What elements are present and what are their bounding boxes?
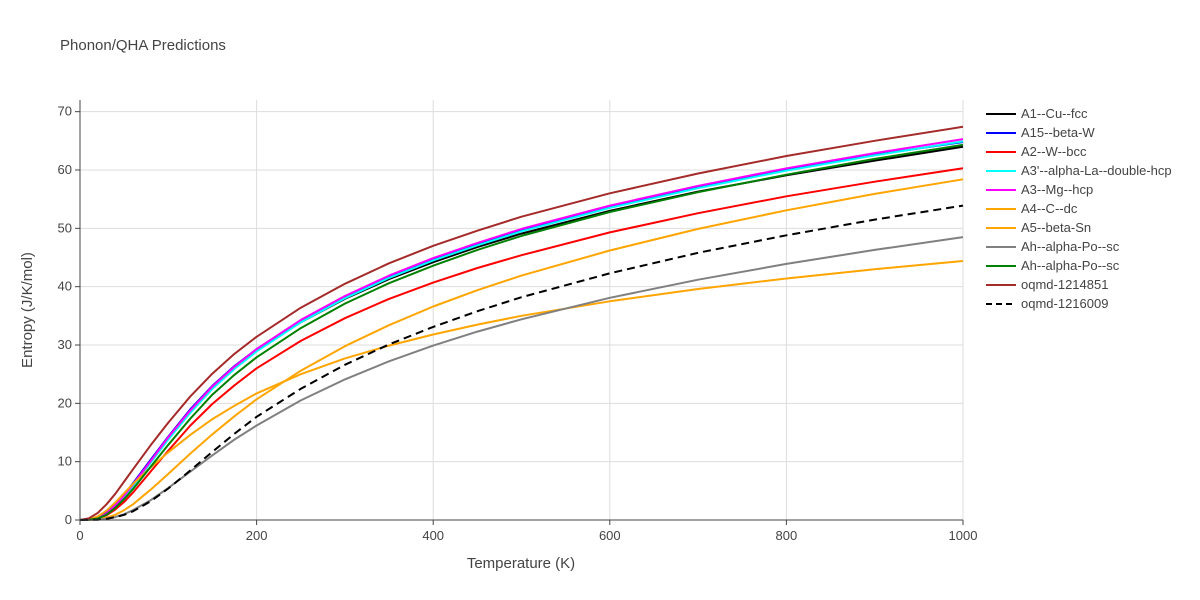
y-axis-ticks: 0 10 20 30 40 50 60 70 xyxy=(58,104,80,527)
y-tick-label: 10 xyxy=(58,454,72,469)
series-line-9[interactable] xyxy=(79,125,964,521)
y-tick-label: 0 xyxy=(65,512,72,527)
series-layer xyxy=(79,125,964,521)
y-tick-label: 60 xyxy=(58,162,72,177)
legend-label: oqmd-1214851 xyxy=(1021,277,1108,292)
x-tick-label: 400 xyxy=(422,528,444,543)
legend-item[interactable]: Ah--alpha-Po--sc xyxy=(986,258,1120,273)
x-axis-ticks: 0 200 400 600 800 1000 xyxy=(76,520,977,543)
y-axis-title: Entropy (J/K/mol) xyxy=(19,252,36,368)
x-tick-label: 0 xyxy=(76,528,83,543)
y-tick-label: 40 xyxy=(58,279,72,294)
series-line-10[interactable] xyxy=(79,204,964,521)
x-tick-label: 800 xyxy=(776,528,798,543)
legend-item[interactable]: A4--C--dc xyxy=(986,201,1078,216)
legend-label: A4--C--dc xyxy=(1021,201,1078,216)
legend-label: Ah--alpha-Po--sc xyxy=(1021,258,1120,273)
gridlines xyxy=(80,100,964,520)
legend-label: A1--Cu--fcc xyxy=(1021,106,1088,121)
legend-item[interactable]: A1--Cu--fcc xyxy=(986,106,1088,121)
legend-item[interactable]: oqmd-1216009 xyxy=(986,296,1108,311)
legend-label: A15--beta-W xyxy=(1021,125,1095,140)
series-line-5[interactable] xyxy=(79,178,964,521)
legend[interactable]: A1--Cu--fcc A15--beta-W A2--W--bcc A3'--alp… xyxy=(986,106,1172,311)
legend-label: A2--W--bcc xyxy=(1021,144,1087,159)
y-tick-label: 70 xyxy=(58,104,72,119)
series-line-3[interactable] xyxy=(79,140,964,521)
y-tick-label: 20 xyxy=(58,395,72,410)
x-tick-label: 200 xyxy=(246,528,268,543)
legend-item[interactable]: oqmd-1214851 xyxy=(986,277,1108,292)
series-line-8[interactable] xyxy=(79,143,964,521)
legend-label: A3--Mg--hcp xyxy=(1021,182,1093,197)
x-tick-label: 1000 xyxy=(949,528,978,543)
series-line-2[interactable] xyxy=(79,167,964,521)
series-line-4[interactable] xyxy=(79,138,964,521)
x-tick-label: 600 xyxy=(599,528,621,543)
legend-label: oqmd-1216009 xyxy=(1021,296,1108,311)
series-line-6[interactable] xyxy=(79,260,964,521)
chart-title: Phonon/QHA Predictions xyxy=(60,37,226,54)
y-tick-label: 30 xyxy=(58,337,72,352)
legend-label: Ah--alpha-Po--sc xyxy=(1021,239,1120,254)
x-axis-title: Temperature (K) xyxy=(467,555,575,572)
legend-item[interactable]: A2--W--bcc xyxy=(986,144,1087,159)
legend-item[interactable]: A3--Mg--hcp xyxy=(986,182,1093,197)
legend-item[interactable]: A15--beta-W xyxy=(986,125,1095,140)
legend-label: A5--beta-Sn xyxy=(1021,220,1091,235)
series-line-7[interactable] xyxy=(79,236,964,521)
y-tick-label: 50 xyxy=(58,220,72,235)
legend-item[interactable]: A3'--alpha-La--double-hcp xyxy=(986,163,1172,178)
legend-item[interactable]: Ah--alpha-Po--sc xyxy=(986,239,1120,254)
legend-item[interactable]: A5--beta-Sn xyxy=(986,220,1091,235)
legend-label: A3'--alpha-La--double-hcp xyxy=(1021,163,1172,178)
series-line-1[interactable] xyxy=(79,141,964,521)
